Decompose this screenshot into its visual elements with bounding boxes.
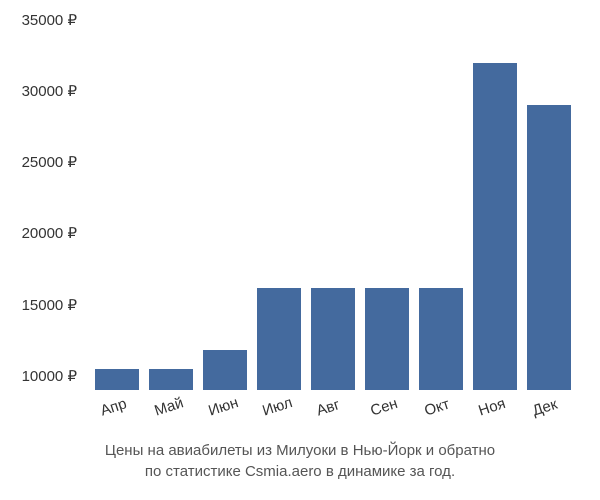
chart-plot-area xyxy=(90,20,570,390)
y-tick-label: 20000 ₽ xyxy=(22,224,77,242)
y-axis: 10000 ₽15000 ₽20000 ₽25000 ₽30000 ₽35000… xyxy=(0,20,85,390)
caption-line-2: по статистике Csmia.aero в динамике за г… xyxy=(145,463,455,480)
x-axis: Апр Май Июн Июл Авг Сен Окт Ноя Дек xyxy=(95,395,575,435)
y-tick-label: 30000 ₽ xyxy=(22,82,77,100)
x-tick-label: Ноя xyxy=(476,395,507,420)
caption-line-1: Цены на авиабилеты из Милуоки в Нью-Йорк… xyxy=(105,442,495,459)
x-tick-label: Апр xyxy=(98,395,128,419)
bar xyxy=(257,288,301,390)
x-tick-label: Дек xyxy=(530,396,559,420)
bar xyxy=(311,288,355,390)
bar xyxy=(95,369,139,390)
y-tick-label: 35000 ₽ xyxy=(22,11,77,29)
y-tick-label: 25000 ₽ xyxy=(22,153,77,171)
x-tick-label: Сен xyxy=(368,395,399,420)
x-tick-label: Окт xyxy=(422,396,451,420)
bar xyxy=(473,63,517,390)
chart-caption: Цены на авиабилеты из Милуоки в Нью-Йорк… xyxy=(0,440,600,482)
bar xyxy=(419,288,463,390)
bar xyxy=(527,105,571,390)
x-tick-label: Авг xyxy=(314,396,342,419)
x-tick-label: Июл xyxy=(260,394,294,420)
y-tick-label: 10000 ₽ xyxy=(22,367,77,385)
x-tick-label: Май xyxy=(152,394,185,419)
bar xyxy=(149,369,193,390)
bar xyxy=(203,350,247,390)
x-tick-label: Июн xyxy=(206,394,240,420)
bar xyxy=(365,288,409,390)
y-tick-label: 15000 ₽ xyxy=(22,296,77,314)
bars-container xyxy=(90,20,570,390)
